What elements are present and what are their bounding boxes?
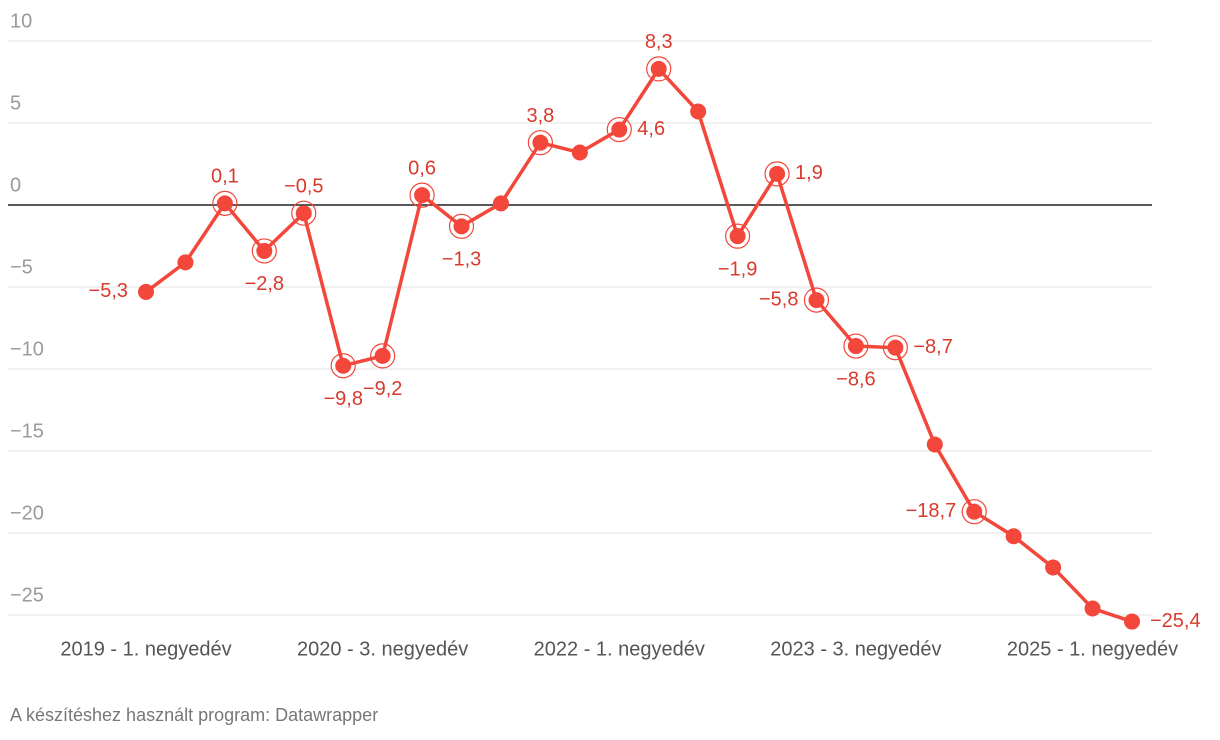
- footer: A készítéshez használt program: Datawrap…: [10, 705, 378, 725]
- value-label: 8,3: [645, 31, 673, 53]
- point: [295, 205, 312, 222]
- point: [571, 144, 588, 161]
- point: [887, 339, 904, 356]
- highlight-ring: [291, 200, 317, 226]
- x-tick-label: 2025 - 1. negyedév: [1007, 638, 1178, 660]
- y-tick-label: −10: [10, 338, 44, 360]
- point: [1045, 559, 1062, 576]
- value-label: −18,7: [906, 500, 957, 522]
- point: [453, 218, 470, 235]
- value-label: 0,1: [211, 166, 239, 188]
- y-tick-label: −20: [10, 502, 44, 524]
- point: [808, 292, 825, 309]
- y-tick-label: −15: [10, 420, 44, 442]
- y-tick-label: 0: [10, 174, 21, 196]
- value-label: −1,3: [442, 249, 481, 271]
- value-label: −8,7: [913, 336, 952, 358]
- highlight-ring: [646, 56, 672, 82]
- point: [216, 195, 233, 212]
- highlight-ring: [370, 343, 396, 369]
- point: [335, 357, 352, 374]
- value-label: 3,8: [526, 105, 554, 127]
- highlight-ring: [843, 333, 869, 359]
- value-label: −0,5: [284, 175, 323, 197]
- highlight-ring: [803, 287, 830, 313]
- highlight-ring: [409, 182, 435, 208]
- highlight-ring: [251, 238, 277, 264]
- x-tick-label: 2019 - 1. negyedév: [60, 638, 231, 660]
- highlight-ring: [212, 190, 238, 216]
- value-label: −9,2: [363, 378, 402, 400]
- point: [769, 165, 786, 182]
- point: [492, 195, 509, 212]
- value-label: 4,6: [637, 118, 665, 140]
- y-tick-label: −25: [10, 584, 44, 606]
- point: [256, 242, 273, 259]
- point: [374, 347, 391, 364]
- x-tick-label: 2023 - 3. negyedév: [770, 638, 941, 660]
- point: [966, 503, 983, 520]
- point: [847, 338, 864, 355]
- value-label: 0,6: [408, 157, 436, 179]
- highlight-ring: [882, 335, 908, 361]
- point: [414, 187, 431, 204]
- point: [1124, 613, 1140, 630]
- point: [532, 134, 549, 151]
- highlight-ring: [764, 161, 790, 187]
- point: [926, 436, 943, 453]
- x-tick-label: 2020 - 3. negyedév: [297, 638, 468, 660]
- point: [138, 283, 154, 300]
- y-tick-label: −5: [10, 256, 33, 278]
- value-label: −5,8: [759, 288, 798, 310]
- y-tick-label: 5: [10, 92, 21, 114]
- highlight-ring: [606, 116, 632, 143]
- point: [177, 254, 194, 271]
- value-label: −1,9: [718, 258, 757, 280]
- point: [729, 228, 746, 245]
- value-label: −2,8: [245, 273, 284, 295]
- highlight-ring: [724, 223, 751, 249]
- highlight-ring: [448, 213, 475, 239]
- point: [1084, 600, 1101, 617]
- x-tick-label: 2022 - 1. negyedév: [534, 638, 705, 660]
- value-label: −8,6: [836, 368, 875, 390]
- line: [144, 67, 1133, 624]
- highlight-ring: [961, 499, 987, 525]
- value-label: −25,4: [1150, 610, 1201, 632]
- value-label: −9,8: [323, 388, 362, 410]
- highlight-ring: [527, 130, 554, 156]
- point: [611, 121, 628, 138]
- highlight-ring: [330, 353, 356, 379]
- value-label: 1,9: [795, 162, 823, 184]
- point: [650, 60, 667, 77]
- point: [690, 103, 707, 120]
- value-label: −5,3: [89, 280, 128, 302]
- y-tick-label: 10: [10, 10, 32, 32]
- point: [1005, 528, 1022, 545]
